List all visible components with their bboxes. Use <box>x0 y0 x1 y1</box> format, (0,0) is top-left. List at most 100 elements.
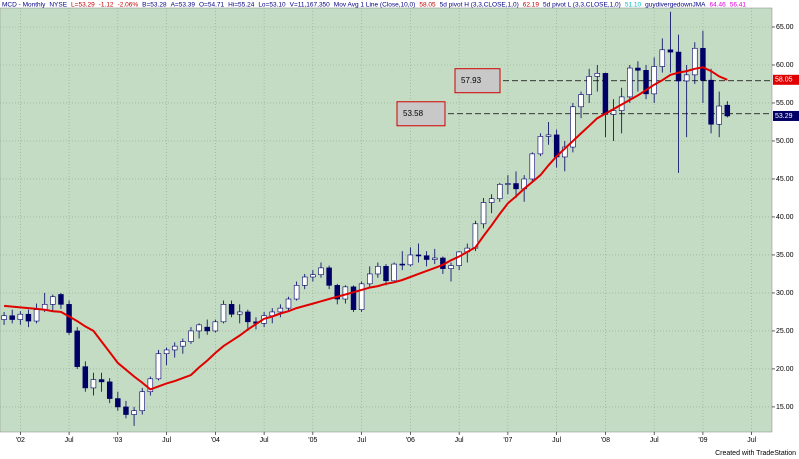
header-item: 5d pivot L (3,3,CLOSE,1,0) <box>543 2 621 9</box>
y-tick-label: 45.00 <box>776 176 794 183</box>
level-box <box>454 68 501 94</box>
candle-body <box>17 313 24 320</box>
price-tag <box>773 110 799 121</box>
candle-body <box>90 379 97 389</box>
x-tick-label: Jul <box>162 437 171 444</box>
candle-body <box>318 267 324 276</box>
header-item: NYSE <box>49 2 67 9</box>
candle-body <box>220 304 227 323</box>
candle-body <box>82 366 89 389</box>
x-tick-label: Jul <box>65 437 74 444</box>
x-tick-label: '03 <box>113 437 122 444</box>
x-tick-label: '05 <box>308 437 317 444</box>
candle-body <box>659 49 666 67</box>
y-tick-label: 50.00 <box>776 138 794 145</box>
candle-body <box>480 202 487 225</box>
candle-body <box>383 266 389 282</box>
candle-body <box>610 110 617 115</box>
candle-body <box>212 321 219 332</box>
candle-body <box>228 304 235 315</box>
candle-body <box>1 315 7 320</box>
candle-body <box>415 254 422 257</box>
candle-body <box>33 309 40 322</box>
candle-body <box>432 257 438 260</box>
header-item: Hi=55.24 <box>228 2 255 9</box>
y-tick-label: 30.00 <box>776 290 794 297</box>
candle-body <box>301 276 308 286</box>
y-tick-label: 55.00 <box>776 100 794 107</box>
header-item: V=11,167,350 <box>290 2 331 9</box>
x-tick-label: Jul <box>455 437 464 444</box>
candle-body <box>310 274 316 278</box>
candle-body <box>497 183 503 200</box>
y-tick-label: 60.00 <box>776 62 794 69</box>
candle-body <box>578 94 584 108</box>
x-tick-label: '06 <box>406 437 415 444</box>
y-tick-label: 40.00 <box>776 214 794 221</box>
candle-body <box>98 379 105 383</box>
y-tick-label: 25.00 <box>776 328 794 335</box>
y-tick-label: 65.00 <box>776 24 794 31</box>
candle-body <box>602 73 609 115</box>
header-item: 5d pivot H (3,3,CLOSE,1,0) <box>440 2 519 9</box>
candle-body <box>163 349 170 355</box>
candle-body <box>594 73 601 77</box>
candle-body <box>675 51 682 82</box>
candle-body <box>147 378 154 393</box>
candle-body <box>50 296 56 305</box>
price-tag-label: 58.05 <box>775 77 793 84</box>
header-item: 58.05 <box>419 2 436 9</box>
header-item: A=53.39 <box>171 2 196 9</box>
price-tag <box>773 74 799 85</box>
candle-body <box>9 315 15 320</box>
header-item: guydivergedownJMA <box>645 2 706 9</box>
x-tick-label: '04 <box>211 437 220 444</box>
candle-body <box>716 105 722 125</box>
candle-body <box>139 391 145 412</box>
candle-body <box>245 311 251 323</box>
candle-body <box>277 307 284 313</box>
candle-body <box>488 198 495 203</box>
x-tick-label: Jul <box>747 437 756 444</box>
candle-body <box>456 251 462 266</box>
candle-body <box>285 298 292 309</box>
candle-body <box>667 49 674 53</box>
header-item: -2.06% <box>118 2 139 9</box>
header-item: -1.12 <box>99 2 114 9</box>
candle-body <box>635 67 641 71</box>
header-item: 62.19 <box>523 2 540 9</box>
x-tick-label: '02 <box>16 437 25 444</box>
candle-body <box>204 326 210 332</box>
header-item: Lo=53.10 <box>258 2 286 9</box>
candle-body <box>708 79 714 125</box>
candle-body <box>399 263 405 266</box>
x-tick-label: Jul <box>650 437 659 444</box>
candle-body <box>180 341 186 347</box>
candle-body <box>334 285 340 300</box>
moving-average-line <box>4 66 728 391</box>
candle-body <box>513 183 519 190</box>
candle-body <box>627 67 633 98</box>
candle-body <box>25 313 32 322</box>
candle-body <box>58 294 64 305</box>
header-item: B=53.28 <box>142 2 167 9</box>
y-tick-label: 35.00 <box>776 252 794 259</box>
candle-body <box>391 263 397 282</box>
y-tick-label: 15.00 <box>776 404 794 411</box>
candle-body <box>74 330 80 367</box>
header-item: 64.46 <box>709 2 726 9</box>
y-tick-label: 20.00 <box>776 366 794 373</box>
candle-body <box>407 254 414 266</box>
candle-body <box>683 74 690 82</box>
candle-body <box>643 70 649 95</box>
x-tick-label: '09 <box>698 437 707 444</box>
candle-body <box>692 47 698 76</box>
candle-body <box>375 266 381 275</box>
candle-body <box>326 267 332 286</box>
candle-body <box>505 183 511 185</box>
header-item: O=54.71 <box>199 2 225 9</box>
candle-body <box>123 406 129 415</box>
price-tag-label: 53.29 <box>775 113 793 120</box>
candle-body <box>293 285 300 300</box>
